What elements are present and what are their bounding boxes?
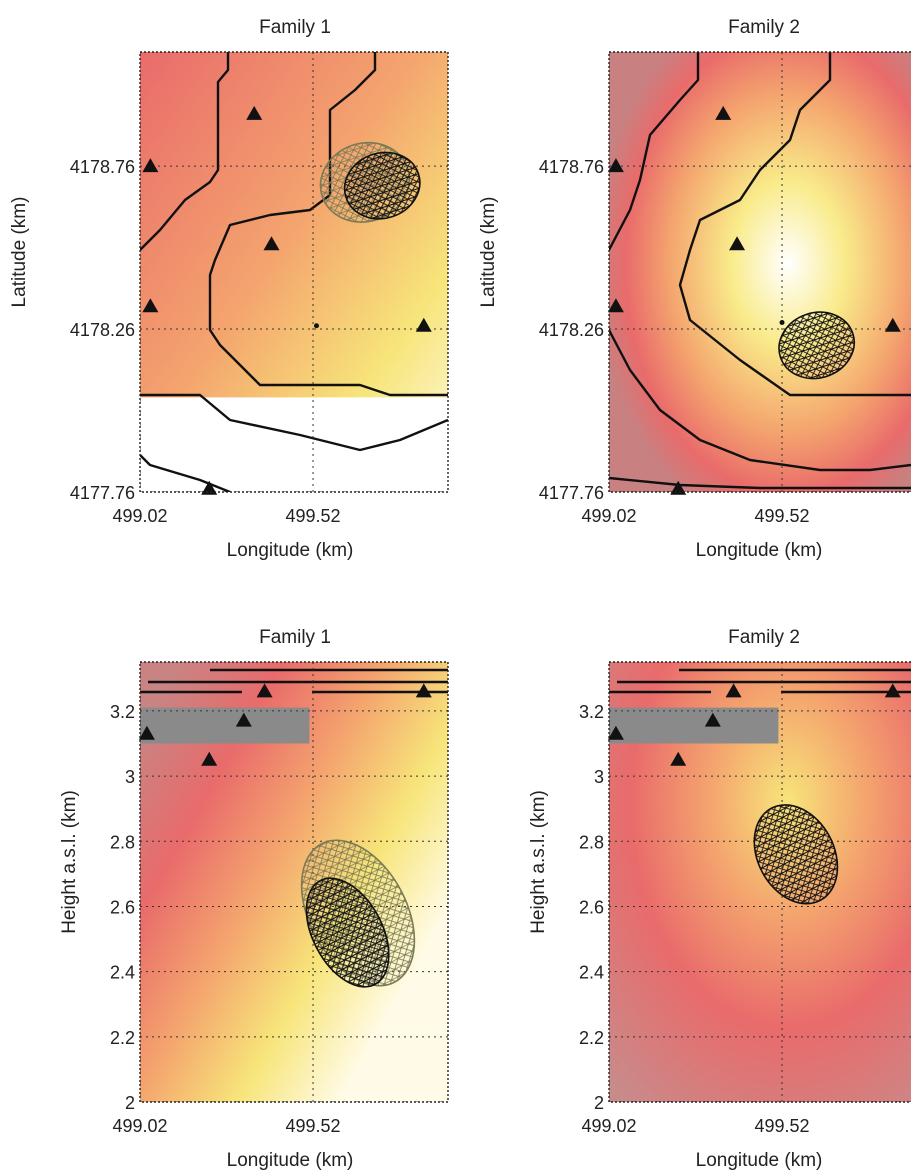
panel-2: Family 2 4177.76 4178.26 4178.76 499.02 499.5… (478, 17, 911, 561)
source-volume-mesh (753, 804, 839, 905)
station-marker (607, 298, 624, 313)
y-tick-label: 4178.76 (539, 157, 604, 177)
y-tick-label: 3 (594, 767, 604, 787)
contour-line (140, 454, 231, 492)
x-axis-label: Longitude (km) (696, 1150, 823, 1171)
x-tick-label: 499.02 (581, 506, 636, 526)
contour-line (609, 52, 700, 251)
x-tick-label: 499.52 (286, 506, 341, 526)
plot-area (609, 662, 911, 1102)
y-axis-label: Height a.s.l. (km) (59, 790, 80, 934)
station-marker (715, 105, 732, 120)
station-marker (725, 683, 742, 698)
station-marker (884, 317, 901, 332)
contour-line (609, 329, 911, 472)
contour-line (678, 52, 911, 397)
station-marker (256, 683, 273, 698)
y-tick-label: 3 (125, 767, 135, 787)
topography-band (140, 707, 310, 744)
x-tick-label: 499.52 (755, 1116, 810, 1136)
station-marker (246, 105, 263, 120)
y-tick-label: 4177.76 (70, 483, 135, 503)
panel-title: Family 2 (728, 627, 800, 648)
panel-1: Family 1 4177.76 4178.26 4178.76 499.02 499.5… (9, 17, 449, 561)
x-tick-label: 499.52 (286, 1116, 341, 1136)
station-marker (415, 683, 432, 698)
x-axis-label: Longitude (km) (227, 1150, 354, 1171)
panel-title: Family 1 (259, 17, 331, 38)
station-marker (607, 725, 624, 740)
y-tick-label: 3.2 (110, 702, 135, 722)
y-tick-label: 2.2 (110, 1028, 135, 1048)
y-tick-label: 2.8 (579, 832, 604, 852)
source-point (313, 323, 319, 329)
contour-line (609, 476, 911, 490)
x-axis-label: Longitude (km) (696, 540, 823, 561)
axes-frame (608, 51, 911, 493)
y-tick-label: 2.2 (579, 1028, 604, 1048)
station-marker (142, 298, 159, 313)
plot-area (140, 52, 448, 492)
y-tick-label: 2.6 (579, 897, 604, 917)
topography-band (609, 707, 779, 744)
x-tick-label: 499.52 (755, 506, 810, 526)
y-tick-label: 4178.26 (539, 320, 604, 340)
station-marker (670, 480, 687, 495)
station-marker (201, 480, 218, 495)
y-tick-label: 2.4 (110, 963, 135, 983)
y-tick-label: 2.4 (579, 963, 604, 983)
y-axis-label: Height a.s.l. (km) (528, 790, 549, 934)
panel-title: Family 2 (728, 17, 800, 38)
contour-line (140, 393, 448, 452)
station-marker (138, 725, 155, 740)
contour-line (140, 52, 230, 251)
source-volume-mesh (778, 311, 856, 380)
panel-title: Family 1 (259, 627, 331, 648)
station-marker (729, 236, 746, 251)
heatmap-field (609, 52, 911, 492)
station-marker (884, 683, 901, 698)
plot-area (609, 52, 911, 492)
y-tick-label: 3.2 (579, 702, 604, 722)
station-marker (235, 712, 252, 727)
y-tick-label: 4178.76 (70, 157, 135, 177)
y-axis-label: Latitude (km) (478, 197, 499, 308)
x-tick-label: 499.02 (581, 1116, 636, 1136)
plot-area (140, 662, 448, 1102)
y-tick-label: 4177.76 (539, 483, 604, 503)
y-tick-label: 2 (125, 1093, 135, 1113)
y-tick-label: 2.8 (110, 832, 135, 852)
station-marker (607, 158, 624, 173)
station-marker (670, 751, 687, 766)
station-marker (704, 712, 721, 727)
station-marker (201, 751, 218, 766)
source-volume-mesh (305, 877, 390, 988)
y-axis-label: Latitude (km) (9, 197, 30, 308)
source-point (779, 320, 785, 326)
station-marker (415, 317, 432, 332)
x-tick-label: 499.02 (112, 1116, 167, 1136)
y-tick-label: 2 (594, 1093, 604, 1113)
panel-3: Family 1 2 2.2 2.4 2.6 2.8 3 3.2 499.02 499.52 Lon… (59, 627, 449, 1171)
axes-frame (139, 51, 449, 493)
x-axis-label: Longitude (km) (227, 540, 354, 561)
x-tick-label: 499.02 (112, 506, 167, 526)
source-volume-mesh (343, 151, 421, 220)
no-data-region (140, 397, 448, 492)
contour-line (208, 52, 448, 397)
axes-frame (608, 661, 911, 1103)
y-tick-label: 2.6 (110, 897, 135, 917)
station-marker (263, 236, 280, 251)
station-marker (142, 158, 159, 173)
panel-4: Family 2 2 2.2 2.4 2.6 2.8 3 3.2 499.02 499.52 Lon… (528, 627, 911, 1171)
axes-frame (139, 661, 449, 1103)
y-tick-label: 4178.26 (70, 320, 135, 340)
